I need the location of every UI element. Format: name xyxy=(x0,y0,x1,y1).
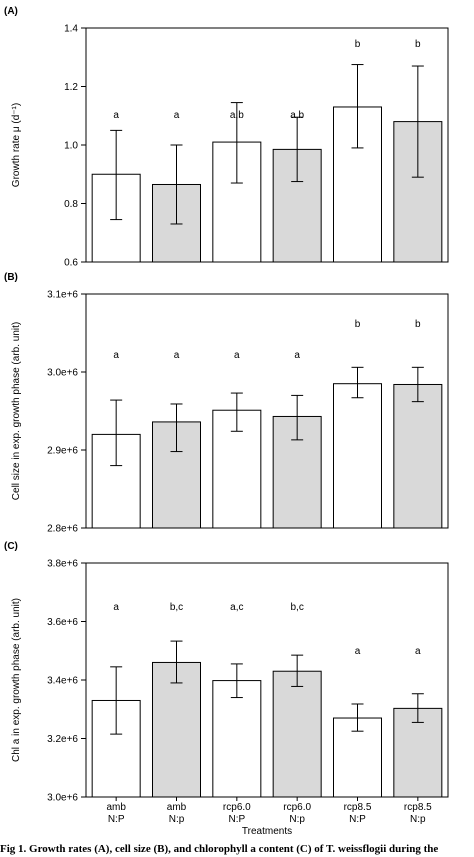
bar xyxy=(212,680,262,798)
plot-frame xyxy=(85,293,449,529)
x-tick-label: rcp8.5 xyxy=(404,802,432,813)
significance-letter: a,b xyxy=(290,110,304,121)
y-tick-label: 3.4e+6 xyxy=(47,676,78,687)
bar xyxy=(333,383,382,529)
bar xyxy=(152,661,201,798)
significance-letter: a,b xyxy=(230,110,244,121)
y-axis-label: Growth rate μ (d⁻¹) xyxy=(11,103,22,187)
significance-letter: a xyxy=(174,110,180,121)
y-tick-label: 0.8 xyxy=(64,199,78,210)
y-tick-label: 3.8e+6 xyxy=(47,559,78,570)
bar xyxy=(393,383,443,529)
y-axis-label: Chl a in exp. growth phase (arb. unit) xyxy=(11,598,22,762)
bar xyxy=(272,670,322,798)
x-tick-label: rcp6.0 xyxy=(223,802,251,813)
significance-letter: b xyxy=(415,319,421,330)
x-tick-label: amb xyxy=(106,802,126,813)
y-tick-label: 3.0e+6 xyxy=(47,793,78,804)
figure-caption: Fig 1. Growth rates (A), cell size (B), … xyxy=(0,843,439,855)
y-tick-label: 0.6 xyxy=(64,258,78,269)
significance-letter: a xyxy=(174,350,180,361)
significance-letter: b xyxy=(415,39,421,50)
significance-letter: a xyxy=(113,602,119,613)
significance-letter: b,c xyxy=(290,602,303,613)
significance-letter: a,c xyxy=(230,602,243,613)
significance-letter: a xyxy=(415,646,421,657)
y-axis-label: Cell size in exp. growth phase (arb. uni… xyxy=(11,322,22,500)
significance-letter: b,c xyxy=(170,602,183,613)
x-tick-label: amb xyxy=(167,802,187,813)
significance-letter: a xyxy=(113,110,119,121)
panel-label: (A) xyxy=(4,6,18,17)
x-tick-label-ratio: N:P xyxy=(228,814,245,825)
x-tick-label: rcp6.0 xyxy=(283,802,311,813)
y-tick-label: 3.1e+6 xyxy=(47,290,78,301)
x-tick-label: rcp8.5 xyxy=(344,802,372,813)
y-tick-label: 1.4 xyxy=(64,24,78,35)
y-tick-label: 3.6e+6 xyxy=(47,617,78,628)
x-tick-label-ratio: N:p xyxy=(410,814,426,825)
significance-letter: a xyxy=(234,350,240,361)
y-tick-label: 3.2e+6 xyxy=(47,734,78,745)
x-tick-label-ratio: N:p xyxy=(169,814,185,825)
significance-letter: b xyxy=(355,319,361,330)
significance-letter: b xyxy=(355,39,361,50)
y-tick-label: 3.0e+6 xyxy=(47,368,78,379)
y-tick-label: 1.0 xyxy=(64,141,78,152)
significance-letter: a xyxy=(355,646,361,657)
x-tick-label-ratio: N:P xyxy=(349,814,366,825)
x-axis-label: Treatments xyxy=(242,826,292,837)
y-tick-label: 2.9e+6 xyxy=(47,446,78,457)
significance-letter: a xyxy=(294,350,300,361)
x-tick-label-ratio: N:P xyxy=(108,814,125,825)
panel-label: (C) xyxy=(4,541,18,552)
significance-letter: a xyxy=(113,350,119,361)
x-tick-label-ratio: N:p xyxy=(289,814,305,825)
bar xyxy=(212,141,262,263)
y-tick-label: 2.8e+6 xyxy=(47,524,78,535)
y-tick-label: 1.2 xyxy=(64,82,78,93)
panel-label: (B) xyxy=(4,272,18,283)
